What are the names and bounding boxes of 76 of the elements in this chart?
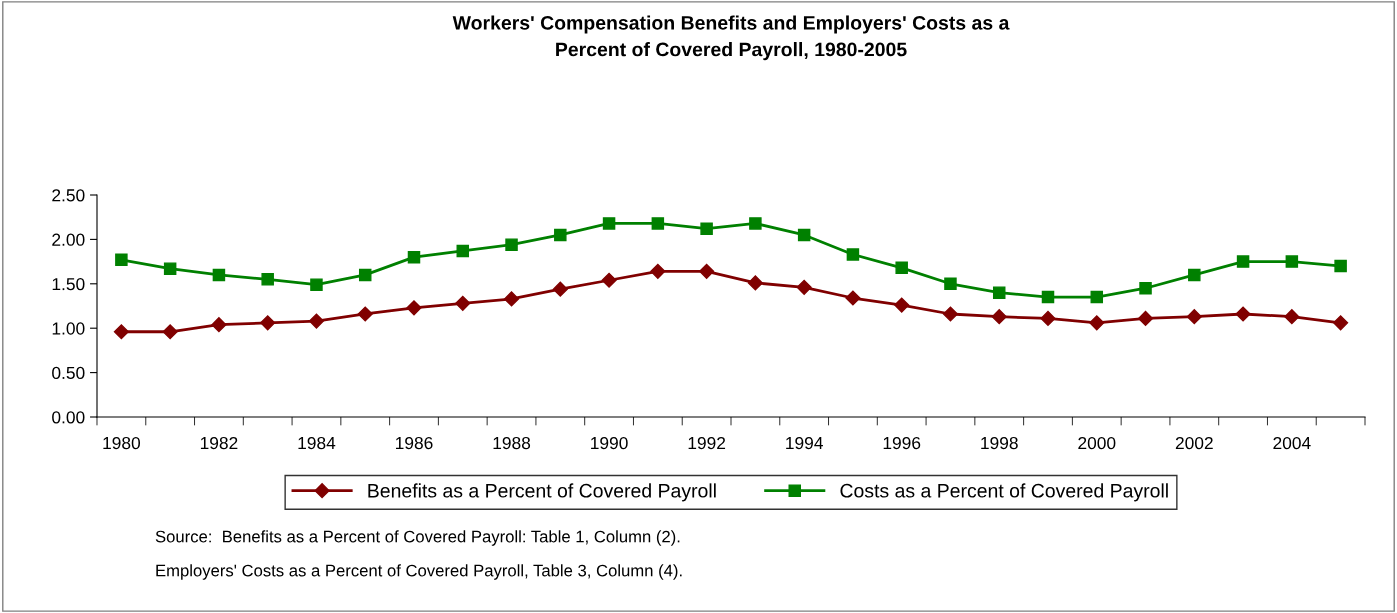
point [602,217,616,230]
point [505,238,518,251]
point [406,300,422,316]
point [1236,255,1250,268]
y-tick-label: 0.50 [52,366,85,380]
y-tick-label: 2.00 [52,233,85,246]
x-tick-label: 1980 [103,436,141,450]
point [163,262,177,275]
y-tick-label: 1.00 [52,322,85,335]
point [650,263,666,279]
point [601,272,617,288]
point [113,324,129,340]
x-tick-label: 1996 [883,436,921,450]
point [699,263,715,279]
point [261,273,274,286]
point [796,279,812,295]
point [1090,290,1104,304]
point [1285,255,1299,268]
point [991,309,1007,325]
point [942,306,959,322]
x-tick-label: 2002 [1175,436,1213,450]
point [260,315,276,331]
point [1284,309,1300,325]
point [1040,310,1056,327]
y-tick-label: 2.50 [52,189,85,202]
point [162,324,178,340]
chart-title: Workers' Compensation Benefits and Employers' Costs as a Percent of Covered Payroll, 1980-2005 [452,15,1010,61]
point [115,253,128,267]
point [1333,315,1349,331]
point [651,217,665,230]
point [1089,315,1105,331]
point [310,278,323,291]
point [552,281,568,297]
x-tick-label: 2000 [1078,436,1116,450]
point [357,306,373,322]
point [895,261,908,275]
point [1334,259,1347,273]
x-tick-label: 1982 [200,436,238,450]
point [554,228,567,242]
point [1188,268,1201,282]
point [211,317,227,333]
y-tick-label: 1.50 [52,277,85,291]
point [358,268,372,282]
text: Employers' Costs as a Percent of Covered Payroll, Table 3, Column (4). [156,564,682,580]
y-tick-label: 0.00 [52,411,85,424]
point [456,244,470,258]
x-tick-label: 2004 [1273,436,1311,450]
point [407,250,421,264]
point [944,277,957,291]
point [846,248,860,261]
point [747,275,763,291]
point [212,268,226,282]
point [1186,309,1202,325]
point [797,228,811,242]
point [992,286,1006,299]
x-tick-label: 1984 [298,436,336,450]
point [1137,310,1154,327]
point [894,297,910,313]
x-tick-label: 1990 [591,436,628,450]
point [1139,281,1152,295]
legend-label: Benefits as a Percent of Covered Payroll [368,483,716,502]
x-tick-label: 1998 [981,436,1018,450]
point [503,291,520,307]
point [700,222,713,235]
source-note: Source: Benefits as a Percent of Covered Payroll: Table 1, Column (2). [155,530,680,546]
point [845,290,861,306]
point [455,295,471,311]
x-tick-label: 1988 [493,436,531,450]
x-tick-label: 1994 [786,436,823,450]
x-tick-label: 1992 [688,436,726,450]
legend-label: Costs as a Percent of Covered Payroll [840,483,1168,502]
point [308,313,325,329]
x-tick-label: 1986 [396,436,433,450]
point [1041,290,1055,304]
point [749,217,762,230]
point [1235,306,1251,322]
